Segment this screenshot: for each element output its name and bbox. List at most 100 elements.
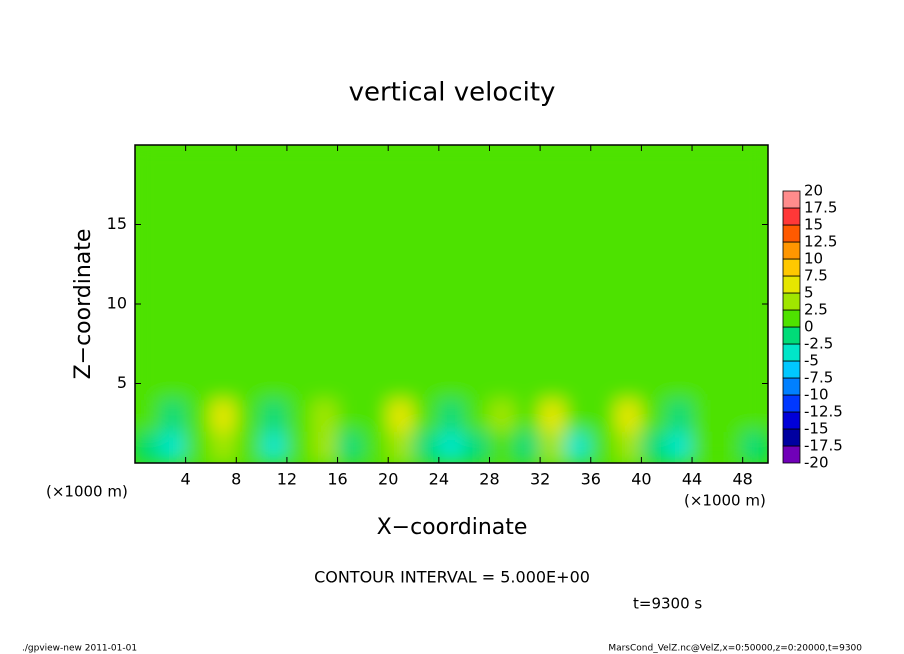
- colorbar-swatch: [782, 377, 801, 396]
- colorbar-swatch: [782, 190, 801, 209]
- field-cell: [742, 231, 768, 305]
- field-cell: [210, 303, 237, 361]
- colorbar-label: 15: [804, 216, 823, 234]
- field-cell: [185, 430, 212, 463]
- field-cell: [362, 303, 389, 361]
- colorbar-label: -17.5: [804, 437, 843, 455]
- colorbar-swatch: [782, 309, 801, 328]
- x-tick-label: 36: [581, 470, 601, 489]
- field-cell: [438, 231, 465, 305]
- x-tick-label: 12: [277, 470, 297, 489]
- field-cell: [286, 231, 313, 305]
- field-cell: [159, 430, 187, 463]
- field-cell: [261, 145, 288, 233]
- field-cell: [413, 231, 440, 305]
- colorbar-swatch: [782, 258, 801, 277]
- field-cell: [159, 303, 187, 361]
- colorbar-label: 2.5: [804, 301, 828, 319]
- field-cell: [615, 145, 642, 233]
- colorbar-label: 12.5: [804, 233, 837, 251]
- x-tick-label: 40: [631, 470, 651, 489]
- field-cell: [362, 145, 389, 233]
- field-cell: [716, 303, 744, 361]
- y-tick-label: 5: [117, 373, 127, 392]
- colorbar-swatch: [782, 343, 801, 362]
- field-cell: [488, 398, 516, 432]
- x-tick-label: 24: [429, 470, 449, 489]
- colorbar-swatch: [782, 445, 801, 464]
- field-cell: [615, 231, 642, 305]
- field-cell: [135, 303, 161, 361]
- field-cell: [463, 359, 490, 400]
- field-cell: [135, 359, 161, 400]
- field-cell: [716, 398, 744, 432]
- field-cell: [387, 398, 415, 432]
- field-cell: [286, 303, 313, 361]
- field-cell: [261, 231, 288, 305]
- field-cell: [691, 231, 718, 305]
- field-cell: [666, 430, 693, 463]
- footer-left: ./gpview-new 2011-01-01: [22, 644, 137, 654]
- field-cell: [539, 430, 566, 463]
- field-cell: [387, 359, 415, 400]
- x-tick-label: 16: [327, 470, 347, 489]
- field-cell: [640, 430, 668, 463]
- field-cell: [337, 359, 364, 400]
- field-cell: [539, 359, 566, 400]
- chart-title: vertical velocity: [349, 78, 556, 108]
- field-cell: [286, 398, 313, 432]
- field-cell: [514, 398, 541, 432]
- colorbar-label: -20: [804, 454, 829, 472]
- field-cell: [337, 430, 364, 463]
- field-cell: [235, 398, 263, 432]
- field-cell: [742, 145, 768, 233]
- field-cell: [564, 359, 592, 400]
- field-cell: [514, 145, 541, 233]
- field-cell: [463, 145, 490, 233]
- field-cell: [488, 231, 516, 305]
- colorbar-label: -10: [804, 386, 829, 404]
- field-cell: [742, 398, 768, 432]
- field-cell: [135, 231, 161, 305]
- field-cell: [539, 398, 566, 432]
- field-cell: [235, 359, 263, 400]
- field-cell: [716, 430, 744, 463]
- field-cell: [286, 145, 313, 233]
- field-cell: [514, 359, 541, 400]
- field-cell: [235, 430, 263, 463]
- field-cell: [640, 231, 668, 305]
- field-cell: [159, 145, 187, 233]
- colorbar-label: -12.5: [804, 403, 843, 421]
- field-cell: [311, 398, 339, 432]
- field-cell: [590, 430, 617, 463]
- field-cell: [135, 145, 161, 233]
- field-cell: [286, 359, 313, 400]
- field-cell: [185, 303, 212, 361]
- field-cell: [590, 231, 617, 305]
- field-cell: [286, 430, 313, 463]
- field-cell: [742, 430, 768, 463]
- field-cell: [539, 303, 566, 361]
- colorbar-label: 7.5: [804, 267, 828, 285]
- field-cell: [413, 430, 440, 463]
- colorbar-swatch: [782, 292, 801, 311]
- field-cell: [666, 303, 693, 361]
- x-axis-label: X−coordinate: [377, 515, 528, 540]
- x-unit-label: (×1000 m): [46, 483, 128, 501]
- field-cell: [210, 231, 237, 305]
- time-label: t=9300 s: [633, 595, 702, 613]
- colorbar-swatch: [782, 394, 801, 413]
- field-cell: [666, 145, 693, 233]
- field-cell: [159, 398, 187, 432]
- field-cell: [691, 145, 718, 233]
- x-unit-label: (×1000 m): [684, 492, 766, 510]
- field-cell: [210, 359, 237, 400]
- x-tick-label: 44: [682, 470, 702, 489]
- field-cell: [666, 231, 693, 305]
- field-cell: [488, 359, 516, 400]
- field-cell: [691, 303, 718, 361]
- colorbar-swatch: [782, 241, 801, 260]
- field-cell: [387, 430, 415, 463]
- field-cell: [185, 145, 212, 233]
